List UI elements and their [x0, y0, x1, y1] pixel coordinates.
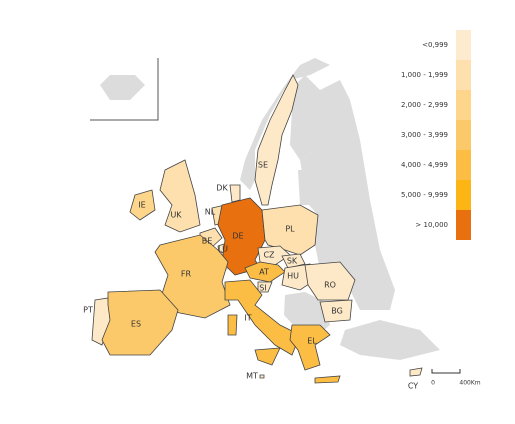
country-label: AT [259, 268, 269, 277]
country-label: LU [218, 245, 228, 254]
legend-label: > 10,000 [415, 221, 448, 229]
country [257, 281, 273, 293]
country [409, 367, 423, 377]
scale-label: 400Km [459, 380, 480, 387]
legend-label: 4,000 - 4,999 [401, 161, 448, 169]
land [340, 320, 440, 360]
country-label: HU [287, 272, 299, 281]
country-label: ES [131, 320, 141, 329]
legend-label: 1,000 - 1,999 [401, 71, 448, 79]
country-label: SI [259, 284, 266, 293]
legend-swatch [456, 60, 471, 90]
legend-swatch [456, 120, 471, 150]
country-label: PL [285, 225, 295, 234]
country [257, 245, 291, 266]
country [289, 324, 331, 371]
legend-swatch [456, 30, 471, 60]
country-label: SE [258, 161, 268, 170]
legend-label: 3,000 - 3,999 [401, 131, 448, 139]
scale-bar [431, 369, 461, 374]
country [254, 74, 299, 206]
land [290, 75, 322, 160]
country-label: CY [408, 382, 418, 391]
country [254, 347, 281, 366]
country-label: IT [244, 314, 251, 323]
country-label: BE [202, 237, 213, 246]
legend: <0,999 1,000 - 1,999 2,000 - 2,999 3,000 - … [401, 30, 471, 240]
country-label: EL [307, 337, 317, 346]
legend-swatch [456, 180, 471, 210]
country [314, 375, 341, 384]
country-label: BG [331, 307, 343, 316]
country [101, 289, 179, 356]
land [300, 195, 370, 280]
country-label: UK [170, 211, 182, 220]
country [227, 314, 238, 336]
legend-swatch [456, 150, 471, 180]
country-label: DE [232, 232, 243, 241]
legend-label: 5,000 - 9,999 [401, 191, 448, 199]
inset-frame [90, 58, 159, 121]
scale-label: 0 [431, 380, 435, 387]
country [319, 299, 353, 323]
country-label: SK [287, 257, 298, 266]
land [100, 75, 145, 100]
country-label: CZ [263, 251, 275, 260]
country [159, 159, 201, 233]
country-label: NL [205, 208, 216, 217]
country-label: IE [138, 201, 145, 210]
country-label: DK [216, 184, 228, 193]
country [281, 253, 306, 269]
land [300, 80, 395, 310]
country [229, 184, 241, 203]
country [259, 374, 265, 379]
country-label: RO [324, 281, 336, 290]
country-label: MT [246, 372, 258, 381]
country [129, 189, 156, 221]
legend-label: 2,000 - 2,999 [401, 101, 448, 109]
legend-swatch [456, 90, 471, 120]
legend-label: <0,999 [422, 41, 448, 49]
land [240, 58, 330, 190]
legend-swatch [456, 210, 471, 240]
country [154, 234, 231, 319]
country [224, 279, 301, 356]
country-label: FR [181, 270, 192, 279]
country-label: PT [83, 306, 93, 315]
land [284, 292, 330, 335]
